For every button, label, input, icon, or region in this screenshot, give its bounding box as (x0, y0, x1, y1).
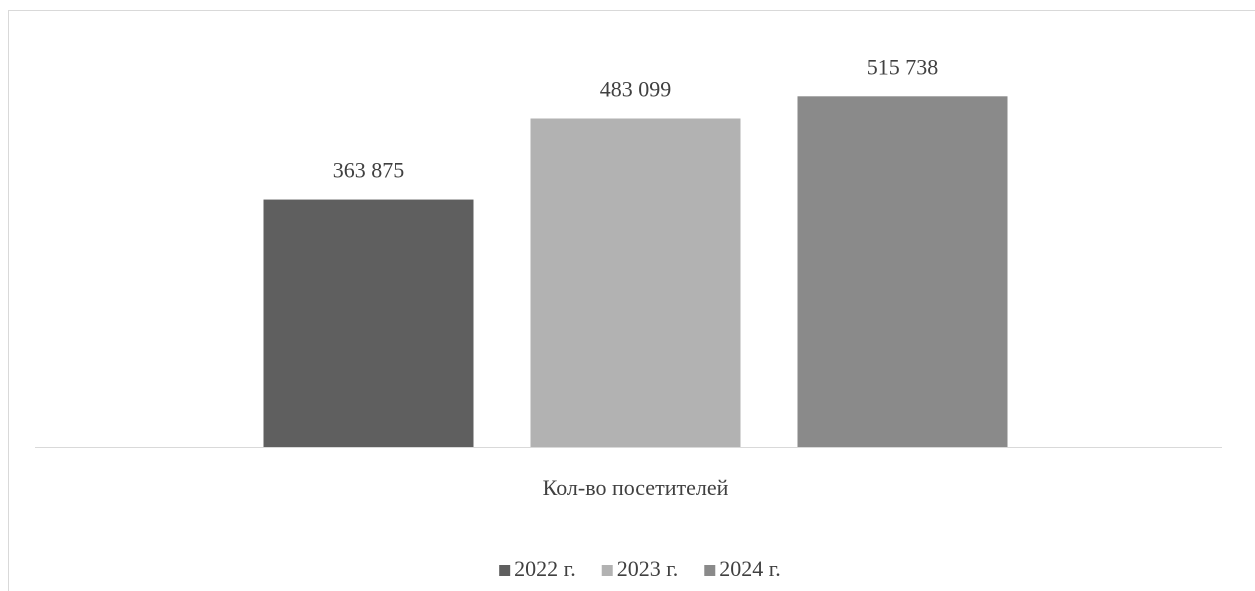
x-tick-label: Кол-во посетителей (543, 475, 729, 500)
data-label: 363 875 (333, 158, 405, 183)
bar (530, 118, 741, 448)
bar (263, 199, 474, 447)
data-label: 515 738 (867, 54, 939, 79)
bar (797, 96, 1008, 447)
data-label: 483 099 (600, 77, 672, 102)
legend-swatch (499, 565, 511, 576)
legend-label: 2024 г. (719, 556, 781, 581)
legend-swatch (704, 565, 716, 576)
legend-swatch (601, 565, 613, 576)
legend-label: 2023 г. (617, 556, 679, 581)
legend-label: 2022 г. (514, 556, 576, 581)
